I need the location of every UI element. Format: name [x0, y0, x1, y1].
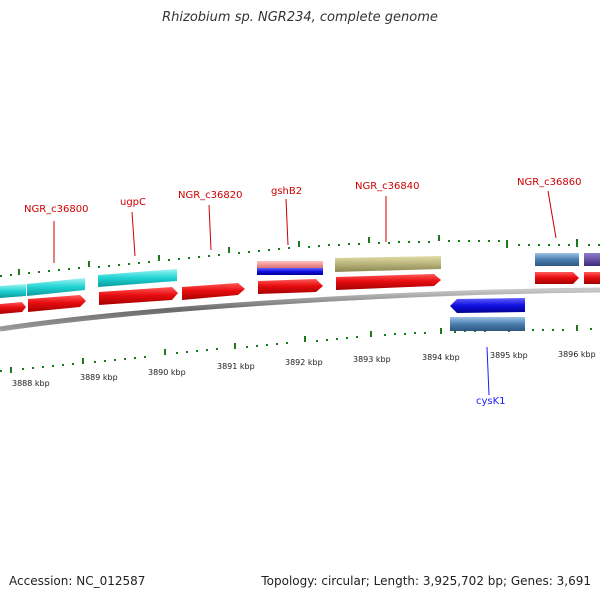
cds-arrow-ugpc[interactable]: [99, 287, 178, 305]
cds-arrow-end[interactable]: [584, 272, 600, 284]
feature-purple-1[interactable]: [584, 253, 600, 266]
feature-cyan-ugpc[interactable]: [98, 269, 177, 287]
kbp-label-3888: 3888 kbp: [12, 379, 50, 388]
lower-tick-track: [0, 325, 592, 373]
feature-steelblue-cysk1[interactable]: [450, 317, 525, 331]
feature-steelblue-1[interactable]: [535, 253, 579, 266]
kbp-label-3896: 3896 kbp: [558, 350, 596, 359]
kbp-label-3891: 3891 kbp: [217, 362, 255, 371]
genome-summary-text: Topology: circular; Length: 3,925,702 bp…: [261, 574, 591, 588]
kbp-label-3895: 3895 kbp: [490, 351, 528, 360]
gene-label-ugpc: ugpC: [120, 197, 146, 208]
feature-cyan-1[interactable]: [0, 284, 26, 298]
cds-arrow-ngr-c36800[interactable]: [28, 295, 86, 312]
label-leaders: [53, 190, 557, 396]
gene-label-gshb2: gshB2: [271, 186, 302, 197]
cds-row: [0, 272, 600, 314]
cds-arrow-ngr-c36840[interactable]: [336, 274, 441, 290]
genome-backbone: [0, 287, 600, 332]
gene-label-ngr-c36860: NGR_c36860: [517, 177, 582, 188]
cds-arrow-ngr-c36820[interactable]: [182, 283, 245, 300]
feature-olive-ngr-c36840[interactable]: [335, 256, 441, 272]
kbp-label-3890: 3890 kbp: [148, 368, 186, 377]
feature-cyan-2[interactable]: [27, 278, 85, 296]
gene-label-cysk1: cysK1: [476, 396, 506, 407]
upper-tick-track: [0, 235, 600, 277]
feature-row-upper: [0, 253, 600, 298]
gene-label-ngr-c36800: NGR_c36800: [24, 204, 89, 215]
feature-pink-gshb2[interactable]: [257, 261, 323, 268]
accession-text: Accession: NC_012587: [9, 574, 146, 588]
feature-blue-gshb2[interactable]: [257, 268, 323, 275]
genome-title: Rhizobium sp. NGR234, complete genome: [162, 10, 438, 25]
kbp-label-3894: 3894 kbp: [422, 353, 460, 362]
cds-arrow-cysk1[interactable]: [450, 298, 525, 313]
feature-row-lower: [450, 298, 525, 331]
gene-label-ngr-c36820: NGR_c36820: [178, 190, 243, 201]
cds-arrow-1[interactable]: [0, 302, 26, 314]
kbp-label-3893: 3893 kbp: [353, 355, 391, 364]
cds-arrow-gshb2[interactable]: [258, 279, 323, 294]
cds-arrow-ngr-c36860[interactable]: [535, 272, 579, 284]
gene-label-ngr-c36840: NGR_c36840: [355, 181, 420, 192]
kbp-label-3892: 3892 kbp: [285, 358, 323, 367]
kbp-label-3889: 3889 kbp: [80, 373, 118, 382]
